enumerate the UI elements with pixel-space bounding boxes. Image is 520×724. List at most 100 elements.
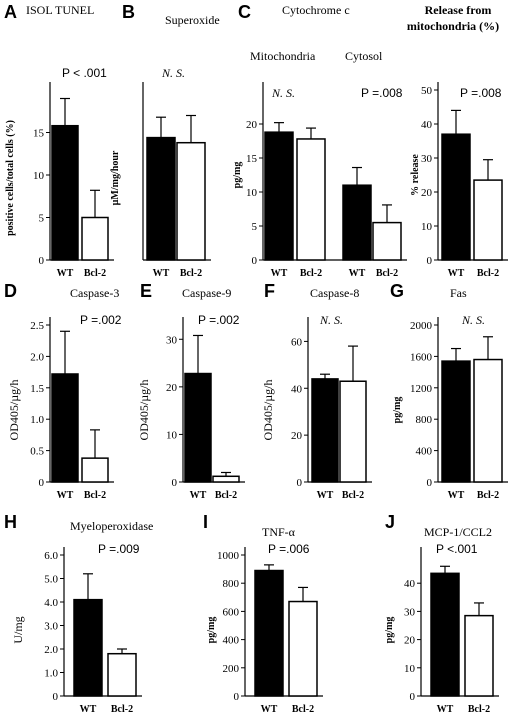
bar-wt [254, 569, 284, 697]
panel-title: Caspase-8 [310, 286, 359, 300]
category-label: Bcl-2 [342, 490, 364, 501]
bar-bcl2 [473, 179, 503, 261]
y-tick-label: 4.0 [44, 597, 58, 609]
y-tick-label: 2.5 [30, 320, 44, 332]
y-tick-label: 6.0 [44, 550, 58, 562]
y-tick-label: 50 [421, 85, 433, 97]
y-tick-label: 10 [404, 663, 416, 675]
stat-label: P < .001 [62, 66, 107, 80]
y-tick-label: 1600 [410, 351, 433, 363]
stat-label: P =.008 [460, 86, 502, 100]
panel-c2: 0 10 20 30 40 50 % release Release from mitochon… [407, 3, 508, 279]
y-tick-label: 40 [404, 578, 416, 590]
stat-label: N. S. [461, 313, 485, 327]
y-tick-label: 800 [416, 414, 433, 426]
panel-i: 0 200 400 600 800 1000 pg/mg I TNF-α P =.006 WT Bcl… [203, 512, 323, 715]
stat-label: N. S. [319, 313, 343, 327]
y-tick-label: 30 [404, 606, 416, 618]
stat-label: P =.002 [198, 313, 240, 327]
y-tick-label: 0 [39, 477, 45, 489]
y-axis-label: pg/mg [384, 617, 395, 644]
category-label: WT [317, 490, 334, 501]
y-tick-label: 2000 [410, 320, 433, 332]
y-tick-label: 15 [33, 128, 45, 140]
panel-letter: I [203, 512, 208, 532]
bar-wt [441, 360, 471, 483]
y-tick-label: 1.0 [44, 668, 58, 680]
y-tick-label: 30 [166, 334, 178, 346]
panel-title: Release from mitochondria (%) [407, 3, 499, 33]
panel-letter: B [122, 2, 135, 22]
category-label: WT [57, 268, 74, 279]
y-tick-label: 0 [427, 477, 433, 489]
panel-letter: G [390, 281, 404, 301]
y-tick-label: 20 [246, 119, 258, 131]
y-tick-label: 0 [234, 691, 240, 703]
y-tick-label: 1200 [410, 383, 433, 395]
panel-title: Superoxide [165, 13, 220, 27]
category-label: WT [57, 490, 74, 501]
y-tick-label: 2.0 [44, 644, 58, 656]
category-label: Bcl-2 [215, 490, 237, 501]
y-tick-label: 0 [172, 477, 178, 489]
y-tick-label: 800 [223, 578, 240, 590]
y-axis-label: pg/mg [206, 617, 217, 644]
category-label: Bcl-2 [300, 268, 322, 279]
y-axis-label: % release [410, 154, 421, 196]
bar-bcl2 [176, 141, 206, 261]
y-tick-label: 0 [297, 477, 303, 489]
stat-label: P =.008 [361, 86, 403, 100]
panel-title: Cytochrome c [282, 3, 350, 17]
bar-bcl2 [473, 358, 503, 483]
panel-letter: J [385, 512, 395, 532]
y-tick-label: 0 [252, 255, 258, 267]
y-tick-label: 200 [223, 663, 240, 675]
y-tick-label: 3.0 [44, 621, 58, 633]
bar-bcl2 [81, 216, 109, 261]
y-tick-label: 10 [166, 429, 178, 441]
bar-wt [311, 378, 339, 483]
panel-letter: C [238, 2, 251, 22]
y-tick-label: 0 [39, 255, 45, 267]
bar-bcl2 [464, 614, 494, 697]
panel-j: 0 10 20 30 40 pg/mg J MCP-1/CCL2 P <.001 WT Bcl-2 [384, 512, 499, 715]
stat-label: P =.006 [268, 542, 310, 556]
bar-bcl2 [339, 380, 367, 483]
category-label: WT [448, 268, 465, 279]
y-axis-label: OD405/µg/h [7, 380, 21, 441]
bar-wt [51, 373, 79, 483]
panel-e: 0 10 20 30 OD405/µg/h E Caspase-9 P =.002 WT Bcl-… [137, 281, 245, 501]
y-axis-label: OD405/µg/h [137, 380, 151, 441]
category-label: WT [190, 490, 207, 501]
y-tick-label: 60 [291, 336, 303, 348]
panel-h: 0 1.0 2.0 3.0 4.0 5.0 6.0 U/mg H Myeloperoxidase P… [4, 512, 153, 715]
category-label: WT [261, 704, 278, 715]
category-label: WT [153, 268, 170, 279]
bar-bcl2 [296, 138, 326, 261]
stat-label: P <.001 [436, 542, 478, 556]
y-tick-label: 10 [421, 221, 433, 233]
panel-letter: E [140, 281, 152, 301]
y-tick-label: 5 [252, 221, 258, 233]
y-tick-label: 0.5 [30, 446, 44, 458]
panel-letter: A [4, 2, 17, 22]
y-tick-label: 20 [421, 187, 433, 199]
y-tick-label: 30 [421, 153, 433, 165]
panel-title: Caspase-3 [70, 286, 119, 300]
bar-bcl2 [372, 221, 402, 261]
y-tick-label: 1.5 [30, 383, 44, 395]
category-label: WT [448, 490, 465, 501]
y-tick-label: 0 [427, 255, 433, 267]
category-label: Bcl-2 [477, 490, 499, 501]
y-tick-label: 20 [166, 382, 178, 394]
bar-wt [51, 124, 79, 261]
stat-label: N. S. [161, 66, 185, 80]
panel-subtitle: Mitochondria [250, 49, 316, 63]
y-tick-label: 20 [291, 430, 303, 442]
y-tick-label: 10 [33, 170, 45, 182]
category-label: Bcl-2 [84, 490, 106, 501]
category-label: WT [271, 268, 288, 279]
y-axis-label: U/mg [11, 616, 25, 643]
y-axis-label: positive cells/total cells (%) [5, 120, 16, 236]
bar-wt [441, 133, 471, 261]
